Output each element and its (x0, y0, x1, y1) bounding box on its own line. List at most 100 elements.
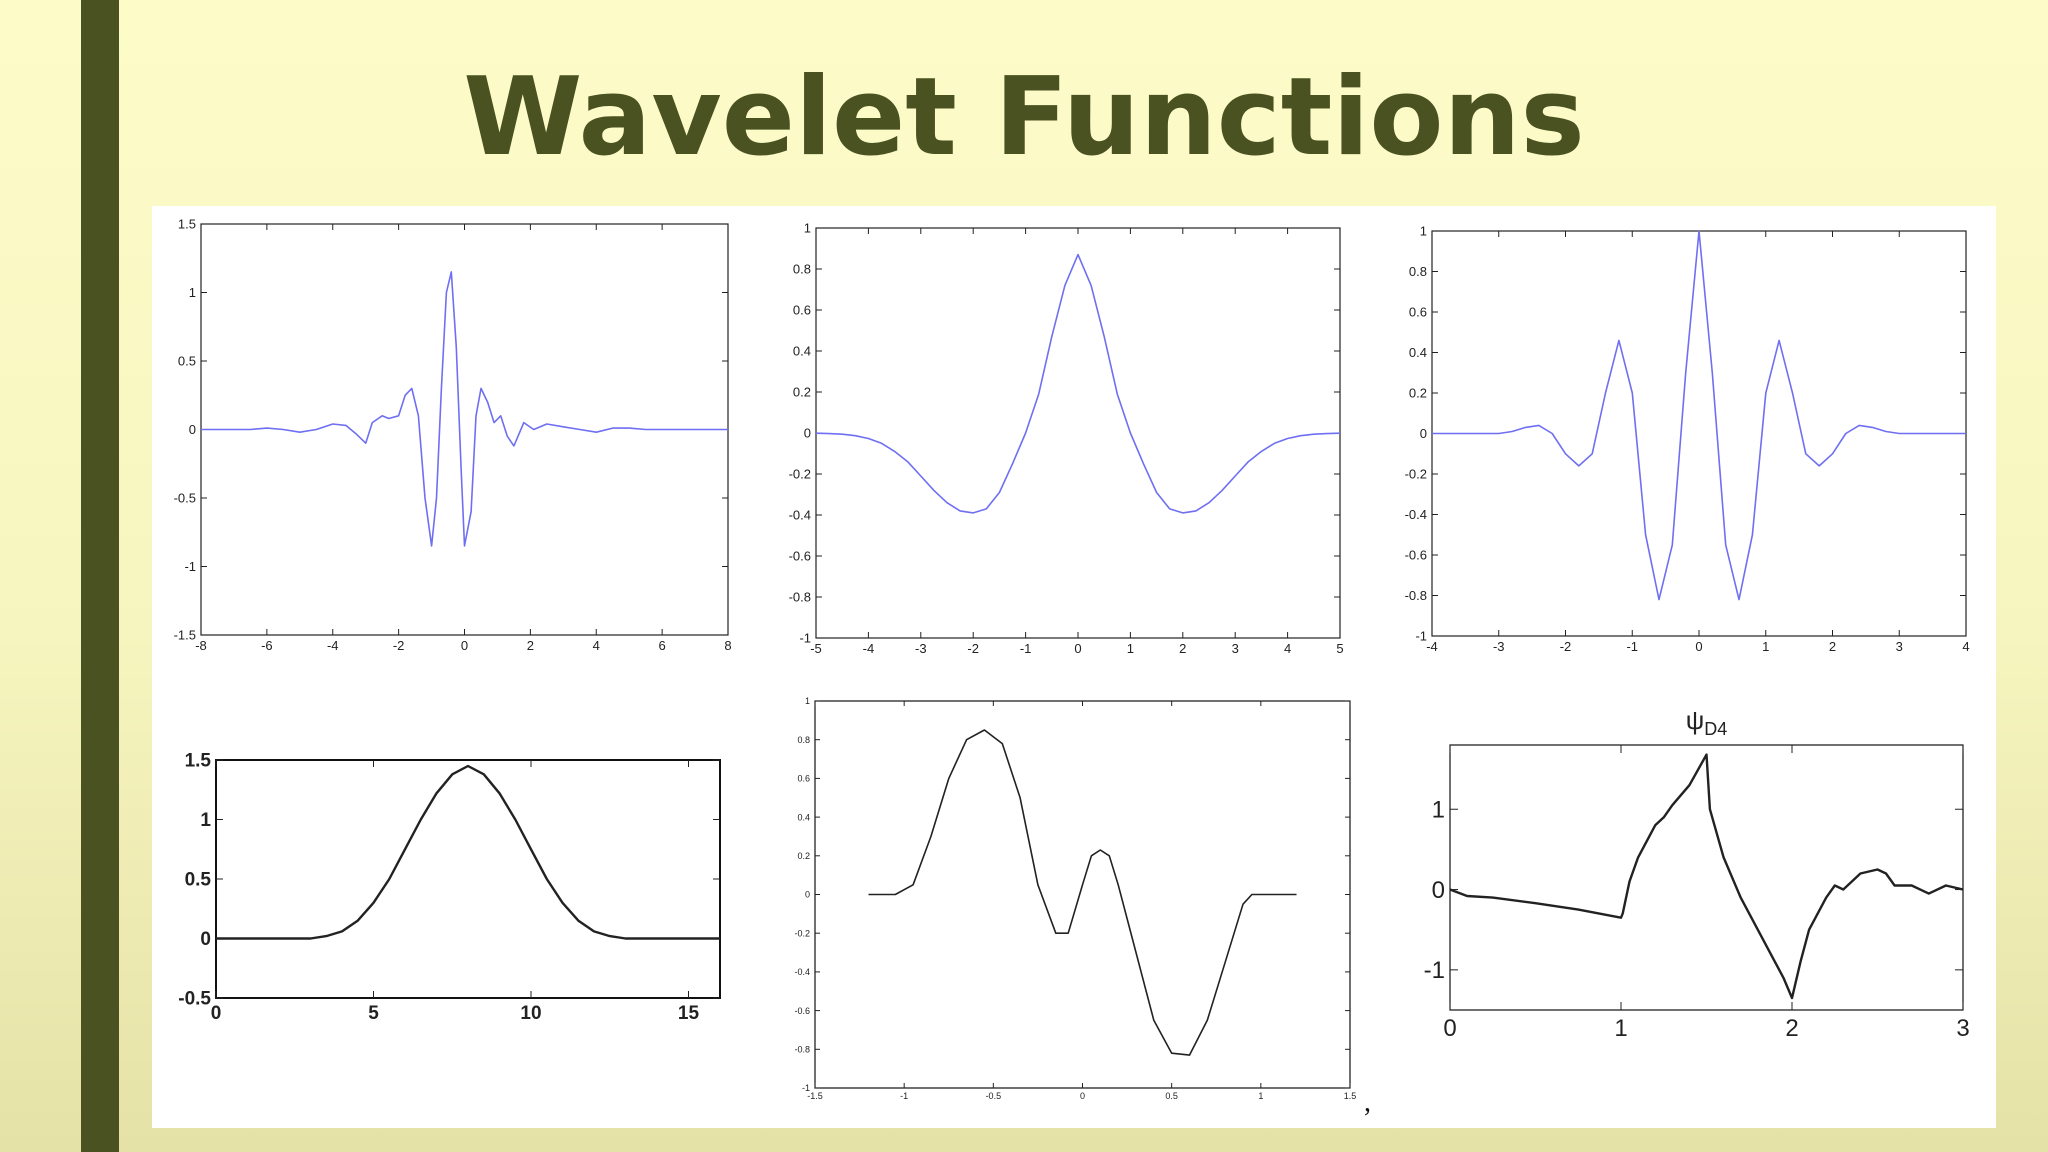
x-tick-label: 5 (368, 1003, 379, 1024)
slide-title: Wavelet Functions (463, 55, 1585, 180)
charts-svg: -8 -6 -4 -2 0 2 4 6 8-1.5-1-0.500.511.5-5 -4 -3 -2-… (174, 217, 1970, 1118)
series-line (1432, 230, 1966, 601)
series-line (868, 729, 1297, 1056)
y-tick-label: 0.6 (793, 303, 811, 318)
y-tick-label: 0.4 (1409, 345, 1427, 360)
y-tick-label: -1.5 (174, 628, 196, 643)
y-tick-label: -1 (1424, 957, 1445, 984)
x-tick-label: -1.5 (807, 1091, 823, 1101)
series-line (1449, 753, 1964, 1000)
x-tick-label: 6 (659, 638, 666, 653)
x-tick-label: 2 (1179, 641, 1186, 656)
series-line (201, 271, 728, 547)
y-tick-label: 1 (805, 696, 810, 706)
x-tick-label: 1 (1258, 1091, 1263, 1101)
x-tick-label: 2 (1785, 1015, 1798, 1042)
y-tick-label: -0.4 (1405, 507, 1427, 522)
y-tick-label: 1 (1432, 797, 1445, 824)
y-tick-label: 0.8 (1409, 264, 1427, 279)
x-tick-label: -8 (195, 638, 207, 653)
x-tick-label: -1 (1020, 641, 1032, 656)
x-tick-label: 0 (1443, 1015, 1456, 1042)
charts-panel: -8 -6 -4 -2 0 2 4 6 8 -1.5 -1 -0.5 0 0.5 1 1.5 -5 -4 -3 -2-… (152, 206, 1996, 1128)
y-tick-label: 1 (200, 810, 211, 831)
y-tick-label: 1.5 (178, 217, 196, 232)
chart-bottom-middle: -1.5 -1 -0.5 0 0.5 1 1.5-1-0.8-0.6-0.4-0.200.2… (794, 696, 1356, 1101)
y-tick-label: -1 (184, 559, 196, 574)
x-tick-label: 1 (1762, 639, 1769, 654)
series-line (216, 764, 720, 940)
x-tick-label: 4 (1962, 639, 1969, 654)
plot-frame (815, 227, 1341, 639)
y-tick-label: -0.2 (794, 928, 810, 938)
x-tick-label: 4 (593, 638, 600, 653)
y-tick-label: 1 (804, 221, 811, 236)
y-tick-label: -0.4 (794, 967, 810, 977)
y-tick-label: 0 (1420, 426, 1427, 441)
y-tick-label: 0 (200, 929, 211, 950)
x-tick-label: 0 (1080, 1091, 1085, 1101)
x-tick-label: -4 (863, 641, 875, 656)
y-tick-label: 1.5 (185, 751, 212, 772)
y-tick-label: 0.8 (793, 262, 811, 277)
y-tick-label: -0.8 (789, 590, 811, 605)
y-tick-label: 0.4 (797, 812, 810, 822)
x-tick-label: -1 (1626, 639, 1638, 654)
x-tick-label: -3 (1493, 639, 1505, 654)
y-tick-label: 0 (1432, 877, 1445, 904)
y-tick-label: 0.8 (797, 735, 810, 745)
x-tick-label: 3 (1232, 641, 1239, 656)
y-tick-label: 0 (805, 890, 810, 900)
y-tick-label: 0.5 (178, 354, 196, 369)
chart-bottom-left: 0 5 10 15-0.500.511.5 (178, 751, 721, 1024)
plot-frame (215, 759, 721, 999)
plot-frame (1449, 744, 1964, 1011)
x-tick-label: 1 (1614, 1015, 1627, 1042)
stray-comma-mark: , (1364, 1087, 1371, 1118)
x-tick-label: -2 (967, 641, 979, 656)
x-tick-label: 3 (1896, 639, 1903, 654)
y-tick-label: -0.6 (789, 549, 811, 564)
y-tick-label: -0.2 (789, 467, 811, 482)
y-tick-label: -0.4 (789, 508, 811, 523)
x-tick-label: 0 (211, 1003, 222, 1024)
x-tick-label: 2 (527, 638, 534, 653)
chart-bottom-right: 0 1 2 3 -1 0 1 ψD4 (1424, 705, 1970, 1042)
x-tick-label: -0.5 (986, 1091, 1002, 1101)
x-tick-label: 0 (1695, 639, 1702, 654)
y-tick-label: -0.6 (794, 1006, 810, 1016)
x-tick-label: 1 (1127, 641, 1134, 656)
chart-top-left: -8 -6 -4 -2 0 2 4 6 8 -1.5 -1 -0.5 0 0.5 1 1.5 (174, 217, 732, 653)
y-tick-label: 0 (804, 426, 811, 441)
y-tick-label: -0.8 (794, 1044, 810, 1054)
x-tick-label: -3 (915, 641, 927, 656)
x-tick-label: 4 (1284, 641, 1291, 656)
x-tick-label: -1 (900, 1091, 908, 1101)
x-tick-label: -4 (327, 638, 339, 653)
series-line (815, 253, 1341, 514)
x-tick-label: 15 (678, 1003, 700, 1024)
x-tick-label: -2 (1560, 639, 1572, 654)
chart-top-middle: -5 -4 -3 -2 -1 0 1 2 3 4 5 -1 -0.8 -0.6 -0.4 -0.2 0 0.2 0.… (789, 221, 1344, 656)
y-tick-label: 0.2 (797, 851, 810, 861)
x-tick-label: 2 (1829, 639, 1836, 654)
x-tick-label: 8 (724, 638, 731, 653)
x-tick-label: 0 (1074, 641, 1081, 656)
plot-frame (1431, 230, 1967, 637)
y-tick-label: -0.2 (1405, 467, 1427, 482)
chart-top-right: -4 -3 -2 -1 0 1 2 3 4 -1 -0.8 -0.6 -0.4 -0.2 0 0.2 0.4 0.… (1405, 224, 1970, 654)
x-tick-label: 0.5 (1165, 1091, 1178, 1101)
y-tick-label: 0.6 (797, 774, 810, 784)
left-accent-bar (81, 0, 119, 1152)
x-tick-label: 10 (520, 1003, 541, 1024)
x-tick-label: 3 (1956, 1015, 1969, 1042)
y-tick-label: -0.5 (178, 989, 211, 1010)
y-tick-label: 1 (189, 285, 196, 300)
y-tick-label: -0.8 (1405, 588, 1427, 603)
y-tick-label: -0.5 (174, 491, 196, 506)
x-tick-label: 0 (461, 638, 468, 653)
x-tick-label: -6 (261, 638, 273, 653)
chart-title: ψD4 (1686, 705, 1728, 739)
x-tick-label: -4 (1426, 639, 1438, 654)
y-tick-label: -1 (1415, 629, 1427, 644)
